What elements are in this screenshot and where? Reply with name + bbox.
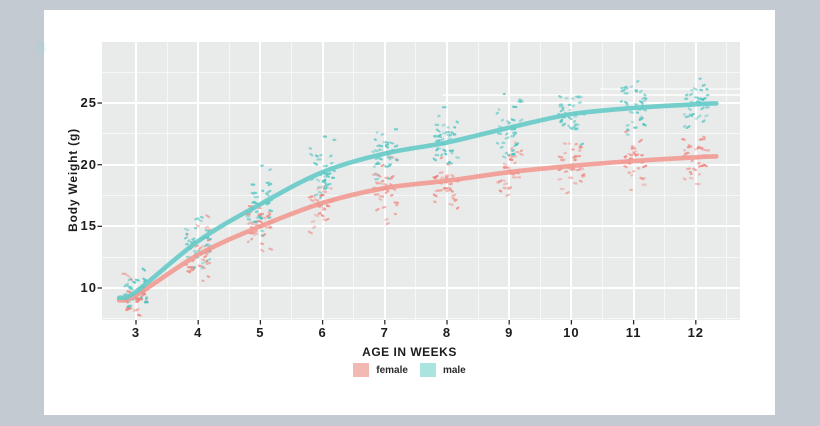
- x-tick-label: 12: [687, 325, 705, 340]
- minor-gridline-v: [726, 42, 728, 320]
- x-tick-label: 10: [563, 325, 580, 340]
- major-gridline-v: [570, 42, 573, 320]
- major-gridline-v: [508, 42, 511, 320]
- x-tick-label: 9: [505, 325, 514, 340]
- major-gridline-h: [102, 102, 740, 105]
- major-gridline-v: [383, 42, 386, 320]
- legend-label: male: [442, 364, 466, 376]
- minor-gridline-v: [477, 42, 479, 320]
- major-gridline-v: [632, 42, 635, 320]
- major-gridline-v: [135, 42, 137, 320]
- major-gridline-h: [102, 163, 740, 166]
- legend-swatch-male: [419, 363, 436, 377]
- major-gridline-h: [102, 287, 740, 289]
- x-tick-label: 7: [380, 325, 389, 340]
- minor-gridline-v: [228, 42, 230, 320]
- legend-item-male: male: [419, 363, 466, 377]
- minor-gridline-h: [102, 256, 740, 258]
- minor-gridline-v: [353, 42, 355, 320]
- smooth-line-male: [116, 101, 719, 301]
- x-tick-label: 3: [131, 325, 141, 340]
- x-tick-label: 5: [256, 325, 265, 340]
- points-male: [122, 77, 711, 308]
- y-tick-label: 25: [80, 95, 97, 111]
- plot-panel: [97, 42, 740, 325]
- minor-gridline-v: [539, 42, 541, 320]
- x-tick-label: 8: [442, 325, 452, 340]
- minor-gridline-v: [291, 42, 292, 320]
- major-gridline-v: [197, 42, 200, 320]
- major-gridline-v: [259, 42, 262, 320]
- scatter-layer: [97, 77, 719, 325]
- x-tick-label: 11: [625, 325, 642, 340]
- points-female: [121, 129, 710, 317]
- minor-gridline-h: [102, 195, 740, 197]
- minor-gridline-v: [415, 42, 417, 320]
- y-tick-label: 15: [80, 218, 97, 234]
- minor-gridline-h: [102, 133, 740, 135]
- artifact-line: [443, 94, 740, 96]
- legend: female male: [44, 363, 775, 377]
- stray-mark: 8: [36, 38, 46, 57]
- slide-card: 8 10 15 20 25 3 4 5 6 7 8 9 10 11 12 Body Weight (g)…: [36, 10, 775, 415]
- x-tick-label: 4: [194, 325, 203, 340]
- y-tick-label: 10: [80, 280, 97, 295]
- major-gridline-h: [102, 225, 740, 228]
- minor-gridline-v: [602, 42, 603, 320]
- y-axis-title: Body Weight (g): [66, 128, 80, 232]
- minor-gridline-v: [664, 42, 666, 320]
- legend-swatch-female: [353, 363, 370, 377]
- smooth-line-female: [116, 154, 719, 303]
- minor-gridline-h: [102, 71, 740, 73]
- major-gridline-v: [694, 42, 697, 320]
- x-tick-label: 6: [318, 325, 327, 340]
- artifact-line: [600, 88, 740, 90]
- y-tick-label: 20: [80, 156, 97, 172]
- minor-gridline-h: [102, 318, 740, 320]
- x-axis-title: AGE IN WEEKS: [362, 345, 457, 359]
- legend-item-female: female: [353, 363, 408, 377]
- legend-label: female: [376, 364, 408, 376]
- minor-gridline-v: [166, 42, 168, 320]
